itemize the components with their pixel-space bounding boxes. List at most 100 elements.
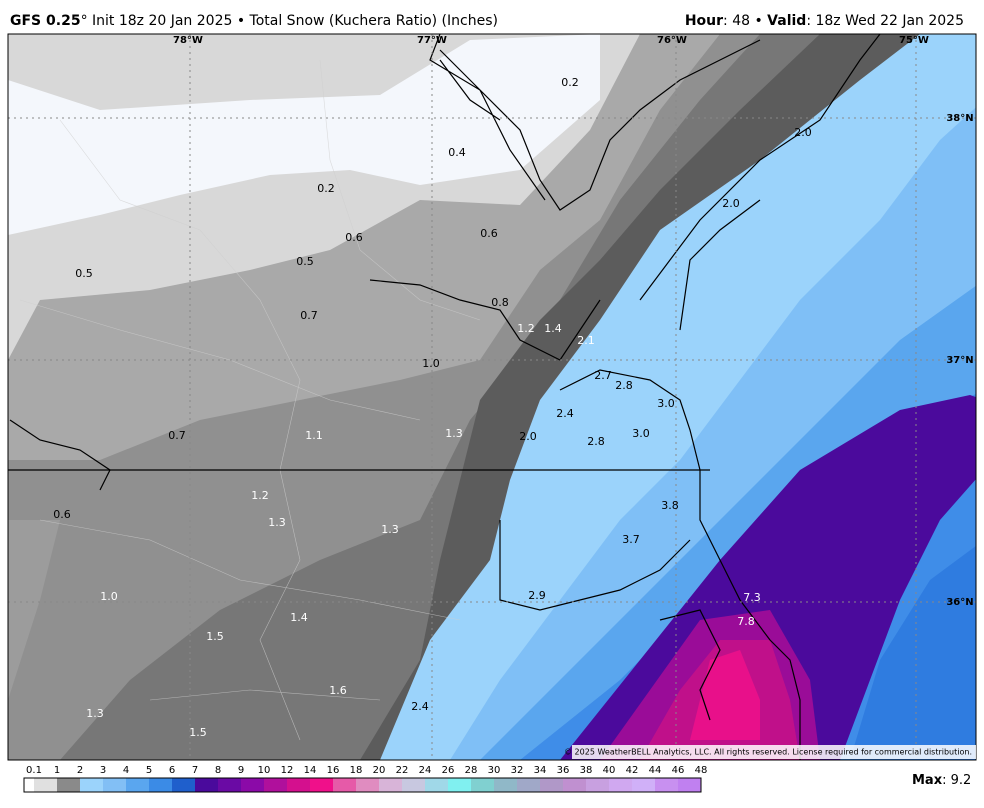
max: Max: 9.2 — [912, 773, 971, 788]
snow-value: 2.1 — [577, 334, 595, 347]
snow-value: 0.2 — [317, 182, 335, 195]
legend-cell — [425, 778, 448, 792]
snow-value: 0.7 — [168, 429, 186, 442]
legend-cell — [34, 778, 57, 792]
legend-cell — [517, 778, 540, 792]
snow-value: 1.4 — [290, 611, 308, 624]
snow-value: 2.8 — [615, 379, 633, 392]
legend-label: 9 — [238, 765, 244, 776]
legend-cell — [149, 778, 172, 792]
shade — [8, 520, 60, 700]
snow-value: 1.1 — [305, 429, 323, 442]
snow-value: 1.3 — [445, 427, 463, 440]
legend-label: 40 — [603, 765, 616, 776]
snow-value: 0.5 — [75, 267, 93, 280]
map-frame — [7, 33, 977, 761]
legend-label: 2 — [77, 765, 83, 776]
snow-value: 7.3 — [743, 591, 761, 604]
legend-label: 32 — [511, 765, 524, 776]
run-info: ° Init 18z 20 Jan 2025 • Total Snow (Kuc… — [81, 13, 498, 29]
snow-value: 3.7 — [622, 533, 640, 546]
shade — [560, 395, 976, 760]
lon-label: 76°W — [657, 35, 687, 46]
lat-label: 36°N — [946, 597, 973, 608]
legend-label: 20 — [373, 765, 386, 776]
legend-cell — [287, 778, 310, 792]
legend-cell — [632, 778, 655, 792]
snow-value: 1.3 — [86, 707, 104, 720]
max-label: Max — [912, 773, 943, 788]
legend-label: 38 — [580, 765, 593, 776]
legend-frame — [23, 777, 702, 793]
snow-value: 1.0 — [100, 590, 118, 603]
legend-cell — [471, 778, 494, 792]
snow-value: 7.8 — [737, 615, 755, 628]
legend-label: 48 — [695, 765, 708, 776]
title: GFS 0.25° Init 18z 20 Jan 2025 • Total S… — [10, 13, 498, 29]
legend-cell — [494, 778, 517, 792]
snow-value: 1.3 — [381, 523, 399, 536]
legend-label: 10 — [258, 765, 271, 776]
snow-value: 1.6 — [329, 684, 347, 697]
snow-value: 0.2 — [561, 76, 579, 89]
lon-label: 78°W — [173, 35, 203, 46]
legend-label: 7 — [192, 765, 198, 776]
snow-value: 0.5 — [296, 255, 314, 268]
snow-value: 1.5 — [189, 726, 207, 739]
legend-cell — [356, 778, 379, 792]
snow-value: 0.6 — [53, 508, 71, 521]
snow-value: 2.4 — [556, 407, 574, 420]
legend-cell — [103, 778, 126, 792]
legend-label: 0.1 — [26, 765, 42, 776]
legend-cell — [218, 778, 241, 792]
shade — [690, 650, 760, 740]
snow-value: 2.0 — [519, 430, 537, 443]
model: GFS 0.25 — [10, 13, 81, 29]
legend-label: 46 — [672, 765, 685, 776]
snow-value: 3.0 — [632, 427, 650, 440]
legend-cell — [448, 778, 471, 792]
legend: 0.1 1 2 3 4 5 6 7 8 9 10 12 14 16 18 20 22 24 26 28 30 32 34 36… — [23, 765, 708, 793]
legend-cell — [402, 778, 425, 792]
lon-label: 77°W — [417, 35, 447, 46]
legend-cell — [80, 778, 103, 792]
snow-value: 1.5 — [206, 630, 224, 643]
legend-cell — [678, 778, 701, 792]
lat-label: 37°N — [946, 355, 973, 366]
legend-label: 12 — [281, 765, 294, 776]
legend-cell — [172, 778, 195, 792]
legend-cell — [379, 778, 402, 792]
legend-label: 36 — [557, 765, 570, 776]
legend-label: 44 — [649, 765, 662, 776]
snow-value: 2.9 — [528, 589, 546, 602]
legend-label: 8 — [215, 765, 221, 776]
snow-value: 2.0 — [722, 197, 740, 210]
legend-label: 18 — [350, 765, 363, 776]
snow-value: 0.6 — [345, 231, 363, 244]
snow-value: 0.4 — [448, 146, 466, 159]
snow-value: 3.0 — [657, 397, 675, 410]
legend-label: 34 — [534, 765, 547, 776]
legend-label: 3 — [100, 765, 106, 776]
legend-cell — [241, 778, 264, 792]
legend-cell — [540, 778, 563, 792]
legend-cell — [655, 778, 678, 792]
lon-label: 75°W — [899, 35, 929, 46]
legend-label: 22 — [396, 765, 409, 776]
snow-value: 2.0 — [794, 126, 812, 139]
snow-value: 1.3 — [268, 516, 286, 529]
snow-value: 1.4 — [544, 322, 562, 335]
snow-value: 3.8 — [661, 499, 679, 512]
lat-label: 38°N — [946, 113, 973, 124]
map: 78°W 77°W 76°W 75°W 38°N 37°N 36°N 0.2 0.4 0.2 0.6… — [7, 33, 977, 761]
shade — [850, 545, 976, 760]
copyright-bg — [572, 745, 976, 759]
legend-cell — [264, 778, 287, 792]
legend-cell — [24, 778, 34, 792]
legend-label: 14 — [304, 765, 317, 776]
legend-cell — [57, 778, 80, 792]
legend-cell — [609, 778, 632, 792]
legend-label: 16 — [327, 765, 340, 776]
legend-cell — [310, 778, 333, 792]
